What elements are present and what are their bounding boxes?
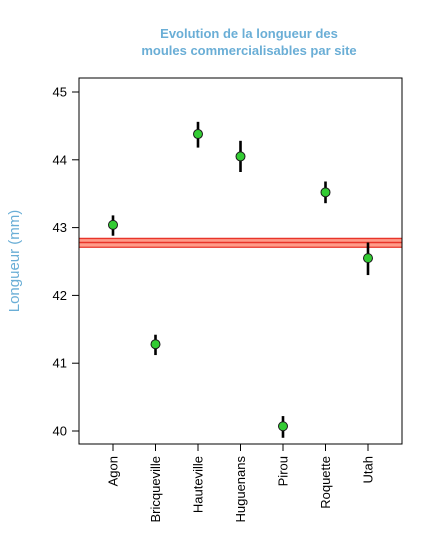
y-tick-label: 41 <box>53 356 67 371</box>
y-tick-label: 45 <box>53 85 67 100</box>
x-tick-label: Roquette <box>318 456 333 509</box>
y-tick-label: 44 <box>53 152 67 167</box>
y-axis-label: Longueur (mm) <box>6 210 23 313</box>
data-point <box>108 219 118 230</box>
x-tick-label: Agon <box>106 456 121 486</box>
x-tick-label: Pirou <box>276 456 291 486</box>
x-tick-label: Utah <box>361 456 376 483</box>
data-point <box>320 187 331 198</box>
data-point <box>235 151 246 162</box>
y-tick-label: 43 <box>53 220 67 235</box>
x-tick-label: Huguenans <box>233 456 248 523</box>
data-point <box>363 253 373 264</box>
x-tick-label: Bricqueville <box>148 456 163 522</box>
data-point <box>193 129 203 140</box>
y-tick-label: 40 <box>53 424 67 439</box>
y-tick-label: 42 <box>53 288 67 303</box>
chart-title: Evolution de la longueur des moules comm… <box>0 25 442 59</box>
x-tick-label: Hauteville <box>191 456 206 513</box>
chart-title-line-1: Evolution de la longueur des <box>160 26 338 41</box>
data-point <box>150 339 161 350</box>
plot-frame <box>78 77 403 445</box>
chart-title-line-2: moules commercialisables par site <box>141 43 357 58</box>
data-point <box>278 421 288 432</box>
